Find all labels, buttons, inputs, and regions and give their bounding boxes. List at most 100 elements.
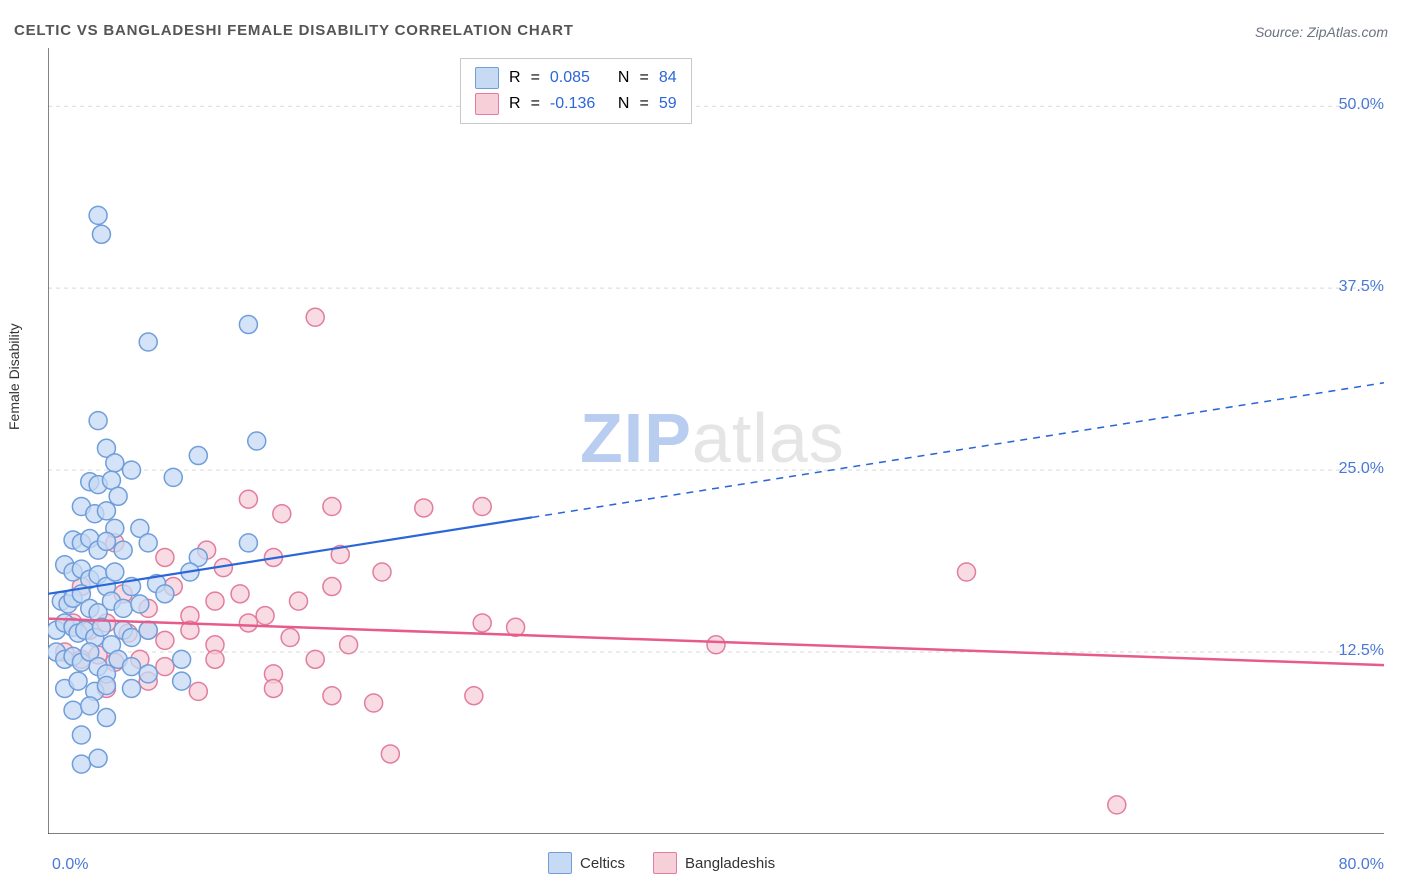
data-point-celtics: [64, 701, 82, 719]
data-point-bangladeshis: [373, 563, 391, 581]
data-point-bangladeshis: [206, 592, 224, 610]
data-point-celtics: [69, 672, 87, 690]
y-tick-label: 25.0%: [1339, 460, 1384, 478]
data-point-celtics: [248, 432, 266, 450]
data-point-celtics: [131, 595, 149, 613]
equals-sign: =: [639, 95, 648, 113]
data-point-bangladeshis: [465, 687, 483, 705]
legend-label: Celtics: [580, 855, 625, 872]
data-point-celtics: [106, 563, 124, 581]
data-point-bangladeshis: [239, 490, 257, 508]
data-point-celtics: [173, 672, 191, 690]
data-point-bangladeshis: [340, 636, 358, 654]
data-point-celtics: [139, 333, 157, 351]
data-point-celtics: [97, 502, 115, 520]
data-point-bangladeshis: [323, 687, 341, 705]
legend-swatch-celtics: [475, 67, 499, 89]
data-point-celtics: [123, 629, 141, 647]
data-point-bangladeshis: [239, 614, 257, 632]
data-point-celtics: [123, 658, 141, 676]
stats-legend-row-bangladeshis: R = -0.136 N = 59: [475, 91, 677, 117]
stat-n-label: N: [618, 95, 630, 113]
data-point-bangladeshis: [415, 499, 433, 517]
stat-n-value: 59: [659, 95, 677, 113]
stat-r-value: 0.085: [550, 69, 608, 87]
equals-sign: =: [531, 69, 540, 87]
data-point-celtics: [139, 534, 157, 552]
data-point-celtics: [239, 534, 257, 552]
data-point-celtics: [106, 454, 124, 472]
data-point-celtics: [97, 677, 115, 695]
data-point-celtics: [81, 697, 99, 715]
data-point-celtics: [114, 599, 132, 617]
data-point-bangladeshis: [189, 682, 207, 700]
data-point-celtics: [139, 665, 157, 683]
data-point-bangladeshis: [473, 614, 491, 632]
stat-r-label: R: [509, 95, 521, 113]
data-point-bangladeshis: [473, 498, 491, 516]
data-point-bangladeshis: [306, 650, 324, 668]
data-point-celtics: [89, 412, 107, 430]
legend-swatch-bangladeshis: [475, 93, 499, 115]
stat-r-value: -0.136: [550, 95, 608, 113]
y-tick-label: 12.5%: [1339, 642, 1384, 660]
data-point-bangladeshis: [323, 578, 341, 596]
data-point-bangladeshis: [290, 592, 308, 610]
x-axis-origin-label: 0.0%: [52, 856, 88, 874]
data-point-celtics: [72, 755, 90, 773]
legend-item-celtics: Celtics: [548, 852, 625, 874]
x-axis-max-label: 80.0%: [1339, 856, 1384, 874]
data-point-celtics: [139, 621, 157, 639]
data-point-celtics: [156, 585, 174, 603]
data-point-celtics: [173, 650, 191, 668]
data-point-bangladeshis: [323, 498, 341, 516]
data-point-bangladeshis: [306, 308, 324, 326]
stats-legend-row-celtics: R = 0.085 N = 84: [475, 65, 677, 91]
data-point-celtics: [109, 487, 127, 505]
source-attribution: Source: ZipAtlas.com: [1255, 24, 1388, 40]
data-point-bangladeshis: [264, 679, 282, 697]
data-point-celtics: [123, 679, 141, 697]
data-point-bangladeshis: [206, 650, 224, 668]
data-point-bangladeshis: [1108, 796, 1126, 814]
y-axis-label: Female Disability: [6, 323, 22, 430]
y-tick-label: 50.0%: [1339, 96, 1384, 114]
trendline-celtics-extrapolated: [532, 383, 1384, 518]
data-point-celtics: [164, 468, 182, 486]
chart-plot-area: [48, 48, 1384, 834]
data-point-bangladeshis: [231, 585, 249, 603]
stat-n-value: 84: [659, 69, 677, 87]
data-point-bangladeshis: [256, 607, 274, 625]
data-point-celtics: [239, 316, 257, 334]
data-point-celtics: [97, 532, 115, 550]
data-point-celtics: [189, 447, 207, 465]
data-point-bangladeshis: [958, 563, 976, 581]
data-point-celtics: [89, 206, 107, 224]
series-legend: Celtics Bangladeshis: [548, 852, 775, 874]
stat-r-label: R: [509, 69, 521, 87]
equals-sign: =: [531, 95, 540, 113]
legend-swatch-celtics: [548, 852, 572, 874]
data-point-celtics: [89, 749, 107, 767]
data-point-bangladeshis: [707, 636, 725, 654]
data-point-bangladeshis: [381, 745, 399, 763]
data-point-celtics: [92, 225, 110, 243]
data-point-bangladeshis: [156, 631, 174, 649]
data-point-bangladeshis: [156, 658, 174, 676]
legend-label: Bangladeshis: [685, 855, 775, 872]
chart-title: CELTIC VS BANGLADESHI FEMALE DISABILITY …: [14, 22, 574, 39]
data-point-bangladeshis: [273, 505, 291, 523]
legend-item-bangladeshis: Bangladeshis: [653, 852, 775, 874]
data-point-bangladeshis: [156, 548, 174, 566]
stats-legend: R = 0.085 N = 84 R = -0.136 N = 59: [460, 58, 692, 124]
trendline-bangladeshis: [48, 619, 1384, 666]
data-point-celtics: [97, 709, 115, 727]
stat-n-label: N: [618, 69, 630, 87]
data-point-celtics: [114, 541, 132, 559]
legend-swatch-bangladeshis: [653, 852, 677, 874]
data-point-bangladeshis: [365, 694, 383, 712]
y-tick-label: 37.5%: [1339, 278, 1384, 296]
data-point-bangladeshis: [281, 629, 299, 647]
equals-sign: =: [639, 69, 648, 87]
data-point-celtics: [123, 461, 141, 479]
